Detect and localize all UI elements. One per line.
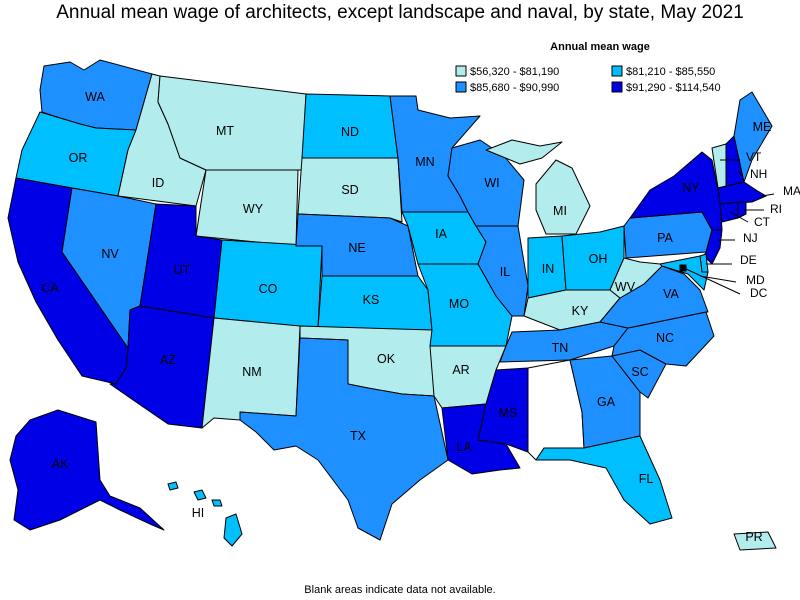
state-HI[interactable] bbox=[167, 481, 243, 547]
state-label-SC: SC bbox=[631, 365, 648, 379]
state-label-MI: MI bbox=[553, 204, 567, 218]
state-label-FL: FL bbox=[639, 472, 654, 486]
state-label-WY: WY bbox=[243, 202, 264, 216]
legend-label-3: $85,680 - $90,990 bbox=[470, 82, 559, 94]
state-label-MS: MS bbox=[499, 406, 518, 420]
state-label-SD: SD bbox=[341, 183, 358, 197]
state-AK[interactable] bbox=[9, 409, 165, 531]
legend: Annual mean wage $56,320 - $81,190 $81,2… bbox=[455, 41, 721, 94]
state-label-AR: AR bbox=[452, 363, 469, 377]
state-label-DC: DC bbox=[750, 286, 768, 300]
state-label-OH: OH bbox=[589, 252, 608, 266]
state-label-MN: MN bbox=[415, 155, 434, 169]
state-MI[interactable] bbox=[485, 139, 591, 235]
state-SD[interactable] bbox=[297, 157, 403, 223]
dc-marker bbox=[680, 265, 686, 271]
state-label-AZ: AZ bbox=[160, 353, 176, 367]
state-label-DE: DE bbox=[740, 253, 757, 267]
leader-line-CT bbox=[729, 211, 749, 223]
state-label-NE: NE bbox=[348, 241, 365, 255]
state-MD[interactable] bbox=[659, 255, 709, 291]
state-label-OK: OK bbox=[377, 352, 396, 366]
legend-swatch-3 bbox=[455, 81, 467, 93]
state-label-GA: GA bbox=[597, 395, 616, 409]
state-CT[interactable] bbox=[719, 201, 739, 223]
state-label-MT: MT bbox=[216, 124, 234, 138]
state-label-KY: KY bbox=[572, 304, 589, 318]
state-label-HI: HI bbox=[192, 506, 205, 520]
legend-label-1: $56,320 - $81,190 bbox=[470, 66, 559, 78]
state-label-NV: NV bbox=[101, 247, 119, 261]
state-label-WV: WV bbox=[615, 280, 636, 294]
state-label-MD: MD bbox=[746, 273, 765, 287]
legend-label-4: $91,290 - $114,540 bbox=[626, 82, 721, 94]
state-label-ND: ND bbox=[341, 125, 359, 139]
state-TX[interactable] bbox=[239, 337, 449, 541]
legend-title: Annual mean wage bbox=[550, 41, 650, 53]
state-label-MA: MA bbox=[783, 184, 800, 198]
state-label-IA: IA bbox=[435, 227, 447, 241]
state-label-PR: PR bbox=[745, 530, 762, 544]
state-IL[interactable] bbox=[475, 225, 529, 317]
legend-swatch-2 bbox=[611, 65, 623, 77]
state-label-NM: NM bbox=[242, 365, 261, 379]
state-label-TN: TN bbox=[552, 341, 569, 355]
leader-line-MD bbox=[699, 275, 737, 283]
state-label-IL: IL bbox=[500, 265, 510, 279]
state-label-WA: WA bbox=[85, 90, 105, 104]
leader-line-DC bbox=[683, 267, 741, 295]
map-title: Annual mean wage of architects, except l… bbox=[56, 2, 744, 23]
legend-swatch-1 bbox=[455, 65, 467, 77]
state-label-UT: UT bbox=[174, 263, 191, 277]
state-label-ID: ID bbox=[152, 176, 165, 190]
state-RI[interactable] bbox=[737, 201, 747, 219]
state-label-MO: MO bbox=[449, 297, 469, 311]
state-label-ME: ME bbox=[753, 120, 772, 134]
state-label-CO: CO bbox=[259, 282, 278, 296]
state-label-CT: CT bbox=[754, 215, 771, 229]
leader-line-MA bbox=[761, 193, 775, 197]
legend-label-2: $81,210 - $85,550 bbox=[626, 66, 715, 78]
state-label-IN: IN bbox=[542, 262, 555, 276]
state-label-LA: LA bbox=[456, 440, 472, 454]
state-label-VT: VT bbox=[746, 150, 762, 164]
state-label-NH: NH bbox=[750, 167, 767, 181]
state-label-WI: WI bbox=[484, 176, 499, 190]
state-MT[interactable] bbox=[157, 75, 307, 171]
state-FL[interactable] bbox=[535, 435, 673, 525]
state-label-OR: OR bbox=[69, 151, 88, 165]
state-label-AK: AK bbox=[52, 457, 69, 471]
leader-line-NH bbox=[737, 169, 743, 177]
state-label-RI: RI bbox=[770, 202, 782, 216]
state-label-PA: PA bbox=[657, 231, 673, 245]
state-PR[interactable] bbox=[733, 531, 777, 551]
state-label-VA: VA bbox=[663, 287, 679, 301]
state-VA[interactable] bbox=[599, 265, 709, 329]
state-label-NY: NY bbox=[682, 181, 700, 195]
state-label-KS: KS bbox=[363, 293, 380, 307]
state-NY[interactable] bbox=[629, 151, 723, 231]
state-label-CA: CA bbox=[41, 281, 59, 295]
state-label-NJ: NJ bbox=[743, 231, 758, 245]
footnote: Blank areas indicate data not available. bbox=[304, 584, 496, 596]
legend-swatch-4 bbox=[611, 81, 623, 93]
state-label-TX: TX bbox=[350, 429, 367, 443]
state-label-NC: NC bbox=[656, 331, 674, 345]
